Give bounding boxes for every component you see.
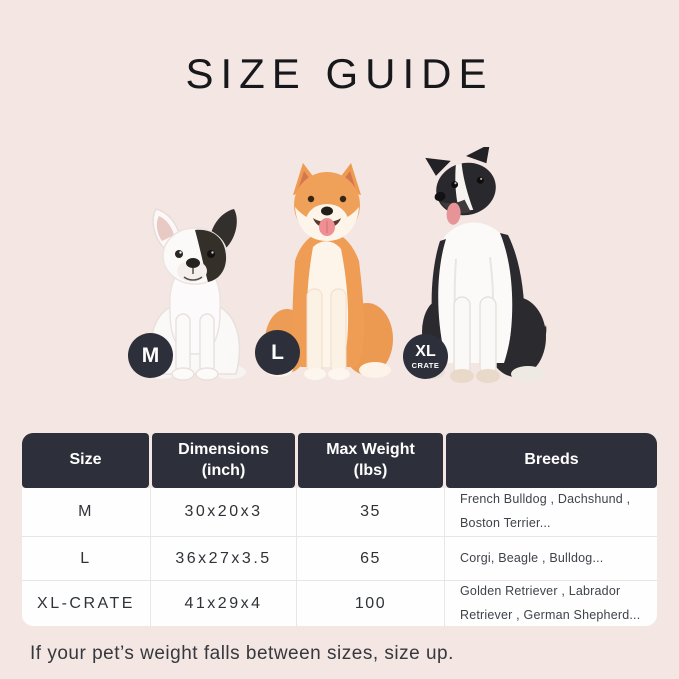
- cell-max-weight-xl-crate: 100: [297, 581, 444, 626]
- size-badge-l: L: [255, 330, 300, 375]
- header-size: Size: [22, 433, 149, 488]
- cell-dimensions-l: 36x27x3.5: [151, 537, 296, 580]
- size-badge-m-label: M: [141, 343, 160, 367]
- cell-max-weight-l: 65: [297, 537, 444, 580]
- cell-size-l: L: [22, 537, 150, 580]
- size-badge-m: M: [128, 333, 173, 378]
- header-dimensions: Dimensions (inch): [152, 433, 295, 488]
- cell-size-xl-crate: XL-CRATE: [22, 581, 150, 626]
- header-breeds: Breeds: [446, 433, 657, 488]
- footer-note: If your pet’s weight falls between sizes…: [30, 643, 454, 664]
- cell-breeds-m: French Bulldog , Dachshund , Boston Terr…: [445, 488, 657, 536]
- table-body: M 30x20x3 35 French Bulldog , Dachshund …: [22, 488, 657, 626]
- shiba-inu-illustration: [265, 163, 393, 380]
- size-badge-xl-label: XL: [415, 342, 436, 360]
- size-badge-xl-crate: XL CRATE: [403, 334, 448, 379]
- cell-breeds-l: Corgi, Beagle , Bulldog...: [445, 537, 657, 580]
- header-max-weight: Max Weight (lbs): [298, 433, 443, 488]
- cell-dimensions-m: 30x20x3: [151, 488, 296, 536]
- border-collie-illustration: [419, 147, 547, 383]
- size-badge-xl-sublabel: CRATE: [411, 360, 440, 370]
- table-header-row: Size Dimensions (inch) Max Weight (lbs) Br…: [22, 433, 657, 488]
- cell-dimensions-xl-crate: 41x29x4: [151, 581, 296, 626]
- cell-breeds-xl-crate: Golden Retriever , Labrador Retriever , …: [445, 581, 657, 626]
- cell-size-m: M: [22, 488, 150, 536]
- cell-max-weight-m: 35: [297, 488, 444, 536]
- page-title: SIZE GUIDE: [185, 50, 494, 97]
- size-guide-table: Size Dimensions (inch) Max Weight (lbs) Br…: [22, 433, 657, 626]
- size-badge-l-label: L: [271, 340, 284, 364]
